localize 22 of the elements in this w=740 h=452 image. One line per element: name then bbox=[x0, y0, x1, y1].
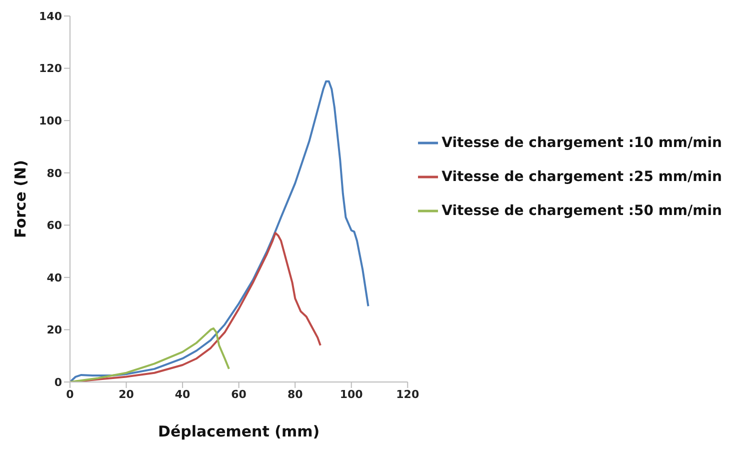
y-tick-label: 100 bbox=[39, 114, 62, 128]
line-series bbox=[70, 327, 230, 382]
y-tick-label: 0 bbox=[54, 376, 62, 389]
x-tick-label: 100 bbox=[340, 388, 364, 401]
legend-label: Vitesse de chargement :25 mm/min bbox=[442, 169, 722, 185]
y-tick-label: 140 bbox=[39, 10, 62, 23]
x-tick-label: 40 bbox=[174, 388, 191, 401]
legend-label: Vitesse de chargement :10 mm/min bbox=[442, 135, 722, 151]
y-tick-label: 40 bbox=[46, 271, 62, 284]
y-tick-label: 120 bbox=[39, 62, 62, 76]
x-tick-label: 120 bbox=[396, 388, 420, 401]
legend-label: Vitesse de chargement :50 mm/min bbox=[442, 203, 722, 219]
y-tick-label: 20 bbox=[46, 324, 62, 337]
y-tick-label: 80 bbox=[46, 166, 62, 180]
line-series bbox=[70, 80, 370, 382]
x-tick-label: 20 bbox=[118, 388, 134, 401]
y-axis-title: Force (N) bbox=[11, 160, 30, 238]
x-axis-title: Déplacement (mm) bbox=[158, 422, 320, 441]
y-tick-label: 60 bbox=[46, 219, 62, 232]
x-tick-label: 0 bbox=[66, 388, 74, 401]
x-tick-label: 80 bbox=[287, 388, 304, 401]
x-tick-label: 60 bbox=[231, 388, 247, 401]
